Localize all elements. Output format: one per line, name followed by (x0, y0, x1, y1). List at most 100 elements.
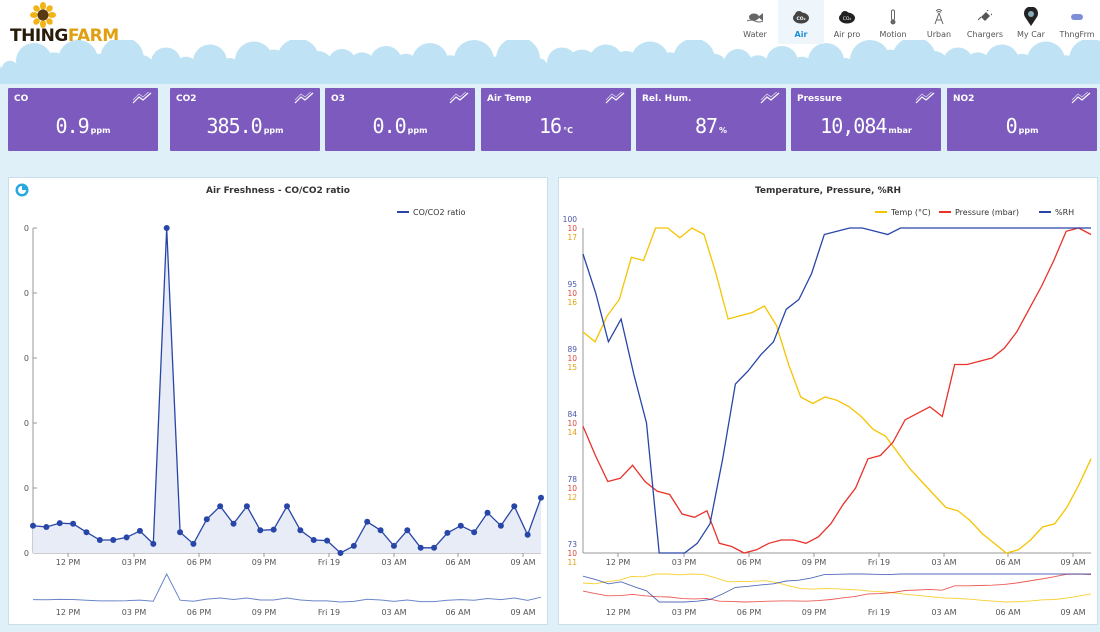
trend-icon[interactable] (915, 92, 935, 104)
y-tick-label-pressure: 10 (567, 224, 577, 233)
nav-air[interactable]: CO₂ Air (778, 0, 824, 44)
data-point[interactable] (497, 522, 504, 529)
y-tick-label: 0 (24, 419, 29, 428)
data-point[interactable] (511, 503, 518, 510)
data-point[interactable] (457, 522, 464, 529)
nav-thngfrm[interactable]: ThngFrm (1054, 0, 1100, 44)
data-point[interactable] (150, 540, 157, 547)
data-point[interactable] (310, 537, 317, 543)
data-point[interactable] (324, 537, 331, 544)
navigator-line[interactable] (32, 572, 542, 603)
y-tick-label-pressure: 10 (567, 484, 577, 493)
tile-label: Pressure (797, 94, 842, 104)
trend-icon[interactable] (605, 92, 625, 104)
data-point[interactable] (350, 542, 357, 549)
nav-urban[interactable]: Urban (916, 0, 962, 44)
nav-air-pro[interactable]: CO₂ Air pro (824, 0, 870, 44)
thngfrm-icon (1071, 14, 1083, 20)
data-point[interactable] (136, 527, 143, 534)
co2-cloud-dark-icon: CO₂ (839, 11, 855, 24)
data-point[interactable] (337, 550, 344, 556)
data-point[interactable] (404, 527, 411, 534)
area-fill (33, 228, 541, 553)
data-point[interactable] (284, 503, 290, 510)
navigator-line[interactable] (582, 573, 1092, 603)
nav-chargers[interactable]: Chargers (962, 0, 1008, 44)
y-tick-label: 0 (24, 549, 29, 558)
navigator-tick-label: Fri 19 (318, 608, 340, 617)
data-point[interactable] (484, 509, 491, 516)
data-point[interactable] (431, 544, 438, 551)
sensor-tile[interactable]: Rel. Hum. 87% (636, 88, 786, 151)
cloud-banner (0, 40, 1100, 84)
sensor-tile[interactable]: CO 0.9 ppm (8, 88, 158, 151)
data-point[interactable] (30, 522, 36, 529)
sensor-tile[interactable]: Pressure 10,084 mbar (791, 88, 941, 151)
x-tick-label: 09 AM (510, 558, 535, 567)
tile-label: NO2 (953, 94, 975, 104)
sensor-tile[interactable]: CO2 385.0 ppm (170, 88, 320, 151)
legend-label[interactable]: Temp (°C) (890, 208, 931, 217)
navigator-tick-label: 09 AM (1060, 608, 1085, 617)
data-point[interactable] (230, 520, 237, 527)
data-point[interactable] (177, 529, 184, 536)
header: THINGFARM Water CO₂ Air CO₂ Air pro Moti… (0, 0, 1100, 84)
data-point[interactable] (163, 225, 170, 231)
y-tick-label-rh: 73 (567, 540, 577, 549)
sensor-tile[interactable]: O3 0.0 ppm (325, 88, 475, 151)
trend-icon[interactable] (132, 92, 152, 104)
y-tick-label-temp: 14 (567, 428, 577, 437)
thingfarm-logo[interactable]: THINGFARM (8, 2, 119, 48)
data-point[interactable] (377, 527, 384, 534)
data-point[interactable] (190, 540, 197, 547)
data-point[interactable] (217, 503, 224, 510)
data-point[interactable] (123, 534, 130, 541)
data-point[interactable] (203, 516, 210, 523)
trend-icon[interactable] (1071, 92, 1091, 104)
data-point[interactable] (270, 526, 277, 533)
navigator-tick-label: 09 AM (510, 608, 535, 617)
trend-icon[interactable] (760, 92, 780, 104)
data-point[interactable] (538, 494, 544, 501)
nav-motion[interactable]: Motion (870, 0, 916, 44)
nav-my-car[interactable]: My Car (1008, 0, 1054, 44)
legend-label[interactable]: CO/CO2 ratio (413, 208, 466, 217)
data-point[interactable] (257, 527, 264, 534)
nav-water[interactable]: Water (732, 0, 778, 44)
navigator-line[interactable] (582, 573, 1092, 603)
navigator-line[interactable] (582, 573, 1091, 603)
trend-icon[interactable] (449, 92, 469, 104)
data-point[interactable] (96, 537, 103, 543)
x-tick-label: 06 PM (737, 558, 762, 567)
data-point[interactable] (243, 503, 250, 510)
sensor-tile[interactable]: NO2 0 ppm (947, 88, 1097, 151)
tile-label: Rel. Hum. (642, 94, 692, 104)
nav-label: Urban (926, 30, 952, 39)
y-tick-label-pressure: 10 (567, 419, 577, 428)
x-tick-label: 03 PM (672, 558, 697, 567)
nav-label: My Car (1017, 30, 1045, 39)
chart-title: Air Freshness - CO/CO2 ratio (205, 186, 350, 196)
data-point[interactable] (471, 529, 478, 536)
tile-value: 10,084 (820, 114, 887, 138)
tile-label: CO (14, 94, 29, 104)
data-point[interactable] (524, 531, 531, 538)
data-point[interactable] (297, 527, 304, 534)
data-point[interactable] (56, 520, 63, 527)
data-point[interactable] (83, 529, 90, 536)
y-tick-label-rh: 84 (567, 410, 577, 419)
panel-settings-icon[interactable] (15, 183, 29, 197)
data-point[interactable] (70, 520, 77, 527)
data-point[interactable] (444, 529, 451, 536)
sensor-tile[interactable]: Air Temp 16 °C (481, 88, 631, 151)
legend-label[interactable]: %RH (1055, 208, 1074, 217)
data-point[interactable] (110, 537, 117, 543)
data-point[interactable] (390, 542, 397, 549)
legend-label[interactable]: Pressure (mbar) (955, 208, 1019, 217)
data-point[interactable] (364, 518, 371, 525)
data-point[interactable] (417, 544, 424, 551)
trend-icon[interactable] (294, 92, 314, 104)
data-point[interactable] (43, 524, 50, 530)
x-tick-label: 12 PM (606, 558, 631, 567)
